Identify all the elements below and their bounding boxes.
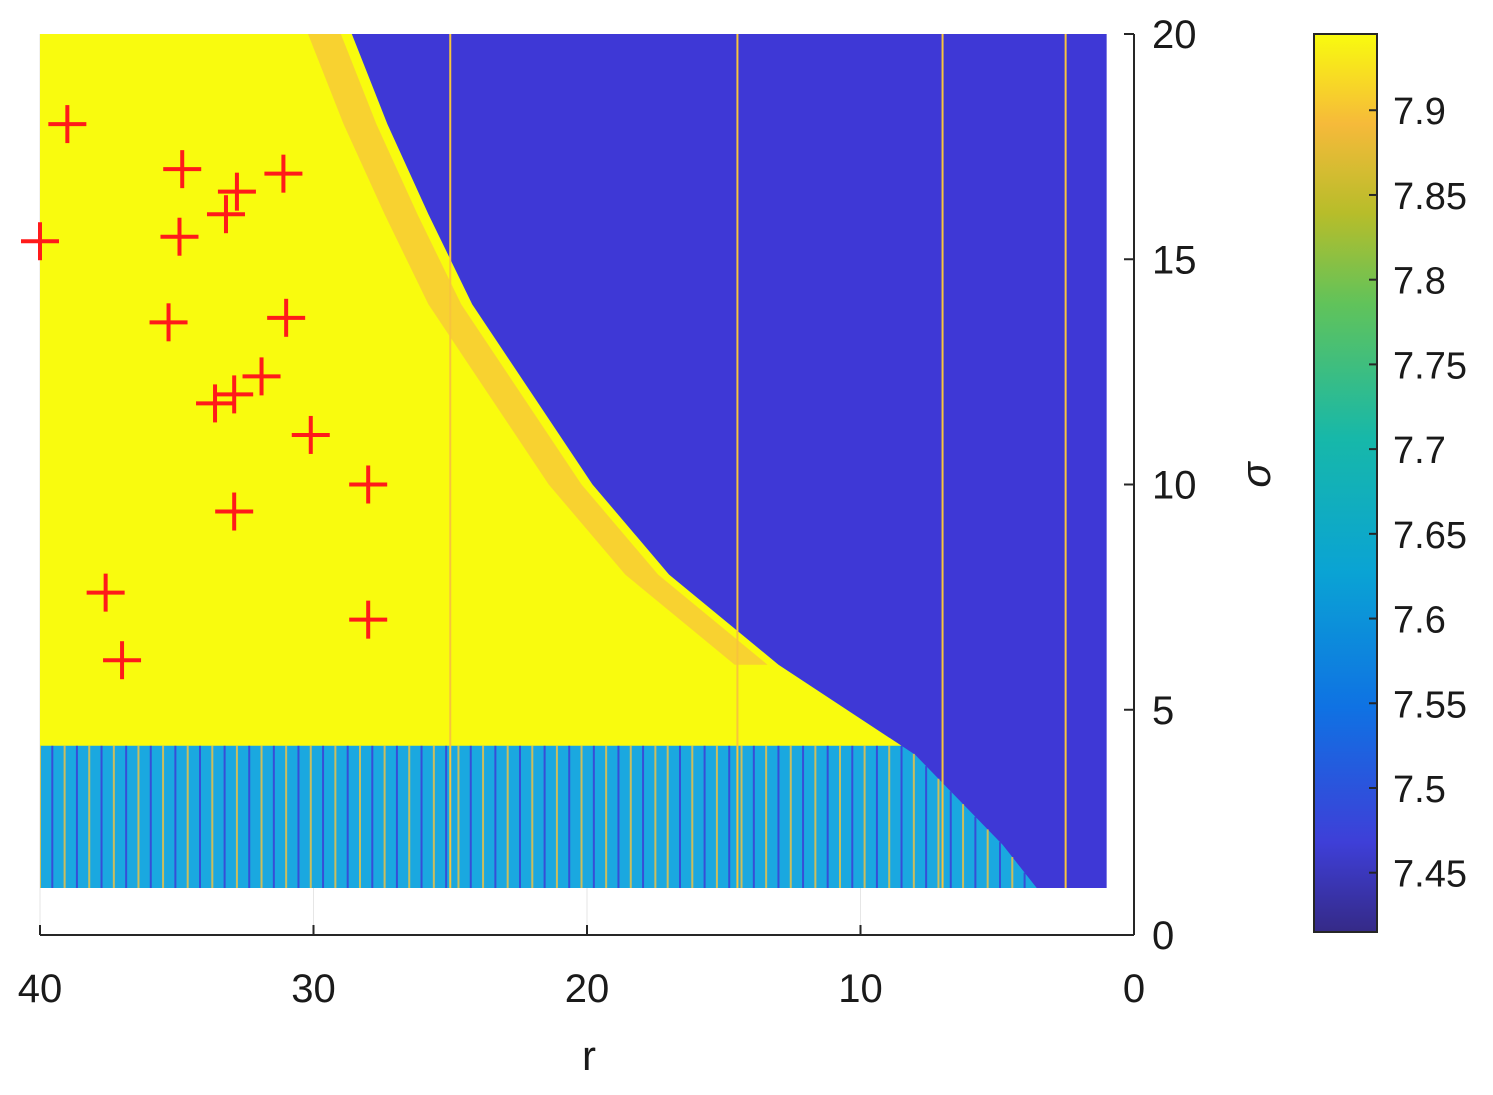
y-tick-label: 20: [1152, 13, 1197, 57]
plus-marker: [349, 600, 388, 639]
plus-marker: [215, 375, 254, 414]
y-tick-label: 10: [1152, 464, 1197, 508]
colorbar-tick-label: 7.8: [1393, 261, 1446, 303]
plus-marker: [267, 298, 306, 337]
plus-marker: [163, 150, 202, 189]
colorbar-tick-label: 7.6: [1393, 600, 1446, 642]
x-tick-label: 20: [565, 967, 610, 1011]
colorbar-tick-label: 7.75: [1393, 345, 1467, 387]
marker-layer: [21, 105, 388, 680]
y-ticks: 0 5 10 15 20: [1124, 13, 1197, 958]
colorbar-tick-label: 7.85: [1393, 176, 1467, 218]
x-ticks: 40 30 20 10 0: [18, 925, 1145, 1011]
colorbar-tick-label: 7.45: [1393, 854, 1467, 896]
plus-marker: [103, 641, 142, 680]
colorbar-tick-label: 7.9: [1393, 91, 1446, 133]
plus-marker: [86, 573, 125, 612]
plus-marker: [349, 465, 388, 504]
plus-marker: [206, 195, 245, 234]
plus-marker: [217, 172, 256, 211]
region-orange-crescent: [308, 34, 768, 665]
heatmap-image: [40, 34, 1107, 888]
colorbar-tick-label: 7.5: [1393, 769, 1446, 811]
colorbar-tick-label: 7.65: [1393, 515, 1467, 557]
x-tick-label: 10: [838, 967, 883, 1011]
plus-marker: [196, 384, 235, 423]
y-tick-label: 0: [1152, 914, 1174, 958]
x-tick-label: 30: [291, 967, 336, 1011]
plus-marker: [149, 303, 188, 342]
plus-marker: [264, 154, 303, 193]
colorbar-tick-label: 7.55: [1393, 684, 1467, 726]
plus-marker: [242, 357, 281, 396]
colorbar-tick-label: 7.7: [1393, 430, 1446, 472]
plus-marker: [291, 415, 330, 454]
plus-marker: [160, 217, 199, 256]
x-tick-label: 40: [18, 967, 63, 1011]
plus-marker: [48, 105, 87, 144]
colorbar: [1313, 33, 1378, 933]
region-high: [40, 34, 902, 746]
y-axis-label: σ: [1232, 461, 1279, 488]
y-tick-label: 15: [1152, 238, 1197, 282]
y-tick-label: 5: [1152, 689, 1174, 733]
x-tick-label: 0: [1123, 967, 1145, 1011]
plus-marker: [215, 492, 254, 531]
x-axis-label: r: [582, 1032, 596, 1079]
plus-marker: [21, 222, 59, 261]
colorbar-ticks: 7.45 7.5 7.55 7.6 7.65 7.7 7.75 7.8 7.85 7.9: [1369, 91, 1467, 896]
